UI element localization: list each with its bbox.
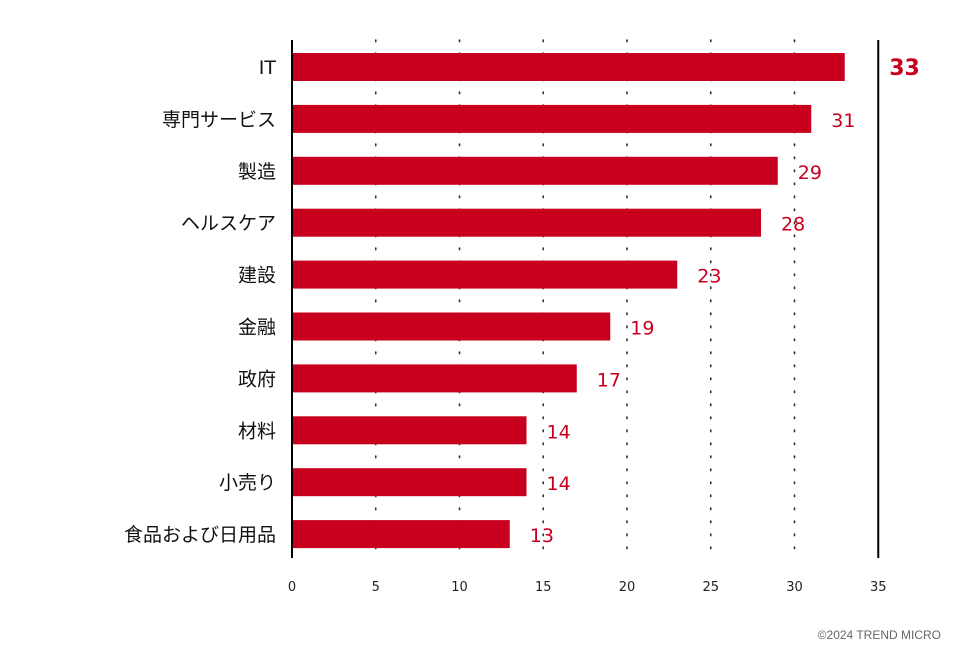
value-label-4: 23 [697, 266, 721, 288]
x-tick-30: 30 [786, 580, 803, 595]
bar-8 [293, 468, 527, 497]
value-label-2: 29 [798, 162, 822, 184]
value-label-9: 13 [530, 525, 554, 547]
value-labels: 33 31 29 28 23 19 17 14 14 13 [530, 56, 920, 547]
category-label-4: 建設 [238, 265, 276, 287]
category-label-7: 材料 [238, 420, 276, 442]
value-label-6: 17 [597, 369, 621, 391]
x-tick-5: 5 [372, 580, 380, 595]
bar-5 [293, 312, 611, 341]
value-label-3: 28 [781, 214, 805, 236]
category-label-2: 製造 [238, 161, 276, 183]
bar-9 [293, 520, 510, 549]
bar-1 [293, 104, 812, 133]
value-label-8: 14 [547, 473, 571, 495]
bar-0 [293, 53, 845, 81]
x-tick-25: 25 [702, 580, 719, 595]
category-label-6: 政府 [238, 368, 276, 390]
x-tick-20: 20 [619, 580, 636, 595]
bar-3 [293, 208, 761, 237]
x-tick-15: 15 [535, 580, 552, 595]
bar-2 [293, 156, 778, 185]
value-label-5: 19 [630, 318, 654, 340]
value-label-7: 14 [547, 421, 571, 443]
x-tick-0: 0 [288, 580, 296, 595]
x-tick-10: 10 [451, 580, 468, 595]
category-label-0: IT [259, 57, 277, 79]
bars [293, 53, 845, 549]
bar-7 [293, 416, 527, 445]
value-label-0: 33 [889, 56, 920, 81]
category-label-9: 食品および日用品 [124, 524, 276, 546]
bar-4 [293, 260, 678, 289]
value-label-1: 31 [831, 110, 855, 132]
copyright-text: ©2024 TREND MICRO [817, 628, 941, 642]
x-tick-35: 35 [870, 580, 887, 595]
x-tick-labels: 0 5 10 15 20 25 30 35 [288, 580, 887, 595]
bar-6 [293, 364, 577, 393]
category-label-1: 専門サービス [162, 109, 276, 131]
category-label-5: 金融 [238, 317, 276, 339]
category-label-3: ヘルスケア [181, 213, 276, 235]
category-label-8: 小売り [219, 472, 276, 494]
